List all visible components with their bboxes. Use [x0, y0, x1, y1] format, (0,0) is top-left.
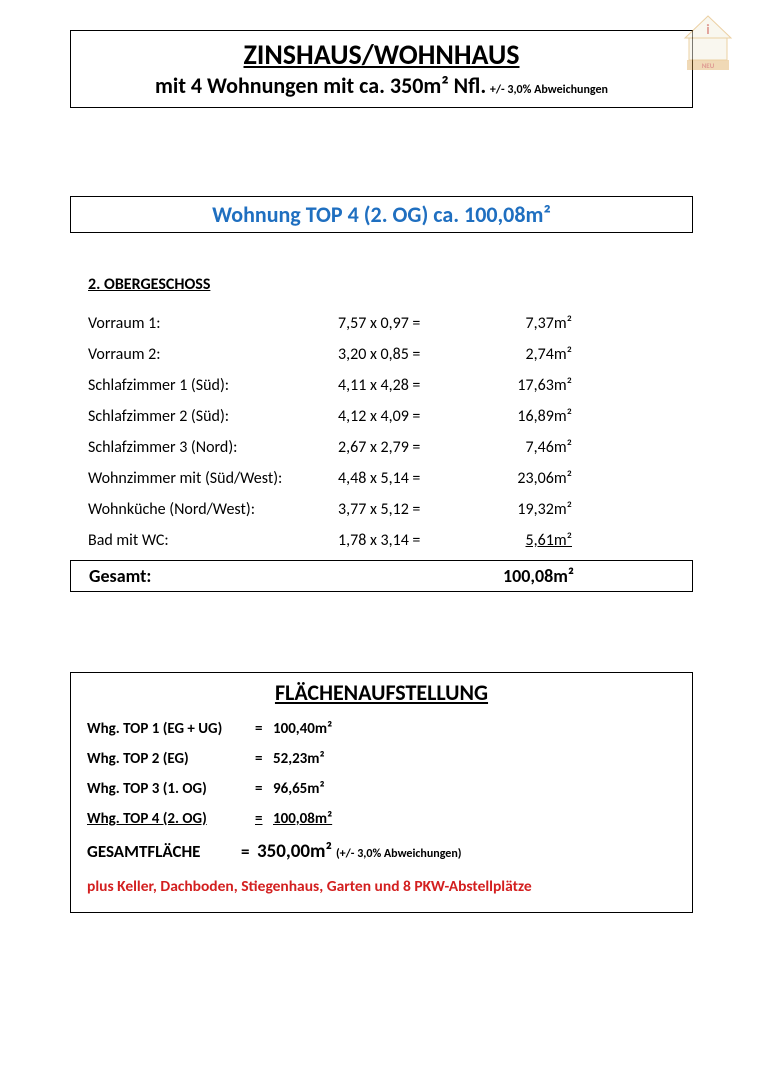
total-value: 100,08m² [464, 565, 574, 587]
header-subtitle-line: mit 4 Wohnungen mit ca. 350m² Nfl. +/- 3… [79, 72, 684, 99]
total-box: Gesamt: 100,08m² [70, 560, 693, 592]
header-subtitle: mit 4 Wohnungen mit ca. 350m² Nfl. [155, 72, 486, 99]
room-area: 5,61m² [488, 531, 578, 550]
summary-eq: = [255, 810, 273, 828]
room-row: Schlafzimmer 2 (Süd): 4,12 x 4,09 = 16,8… [88, 401, 693, 432]
room-calc: 2,67 x 2,79 = [338, 438, 488, 457]
header-box: ZINSHAUS/WOHNHAUS mit 4 Wohnungen mit ca… [70, 30, 693, 108]
summary-label: Whg. TOP 2 (EG) [87, 750, 255, 768]
summary-title: FLÄCHENAUFSTELLUNG [87, 679, 676, 706]
total-label: Gesamt: [89, 565, 339, 587]
summary-label: Whg. TOP 1 (EG + UG) [87, 720, 255, 738]
total-spacer [339, 565, 464, 587]
room-row: Vorraum 1: 7,57 x 0,97 = 7,37m² [88, 308, 693, 339]
brand-logo: i NEU [673, 10, 743, 75]
room-area: 7,37m² [488, 314, 578, 333]
room-name: Vorraum 2: [88, 345, 338, 364]
room-area: 2,74m² [488, 345, 578, 364]
room-calc: 4,11 x 4,28 = [338, 376, 488, 395]
summary-row: Whg. TOP 2 (EG) = 52,23m² [87, 744, 676, 774]
room-row: Vorraum 2: 3,20 x 0,85 = 2,74m² [88, 339, 693, 370]
grand-eq: = [241, 841, 257, 862]
summary-value: 100,08m² [273, 810, 332, 828]
room-calc: 4,48 x 5,14 = [338, 469, 488, 488]
room-name: Schlafzimmer 2 (Süd): [88, 407, 338, 426]
room-calc: 3,77 x 5,12 = [338, 500, 488, 519]
header-title: ZINSHAUS/WOHNHAUS [79, 37, 684, 72]
room-name: Schlafzimmer 1 (Süd): [88, 376, 338, 395]
summary-label: Whg. TOP 4 (2. OG) [87, 810, 255, 828]
section-title: Wohnung TOP 4 (2. OG) ca. 100,08m² [75, 201, 688, 228]
plus-line: plus Keller, Dachboden, Stiegenhaus, Gar… [87, 877, 676, 896]
summary-grand-total: GESAMTFLÄCHE = 350,00m² (+/- 3,0% Abweic… [87, 840, 676, 863]
grand-label: GESAMTFLÄCHE [87, 841, 241, 862]
summary-row: Whg. TOP 1 (EG + UG) = 100,40m² [87, 714, 676, 744]
room-name: Vorraum 1: [88, 314, 338, 333]
summary-value: 96,65m² [273, 780, 325, 798]
room-area: 19,32m² [488, 500, 578, 519]
section-title-box: Wohnung TOP 4 (2. OG) ca. 100,08m² [70, 196, 693, 233]
room-name: Bad mit WC: [88, 531, 338, 550]
svg-text:NEU: NEU [702, 61, 715, 70]
room-area: 17,63m² [488, 376, 578, 395]
summary-eq: = [255, 720, 273, 738]
summary-value: 100,40m² [273, 720, 332, 738]
room-calc: 7,57 x 0,97 = [338, 314, 488, 333]
room-area: 16,89m² [488, 407, 578, 426]
room-row: Wohnzimmer mit (Süd/West): 4,48 x 5,14 =… [88, 463, 693, 494]
room-area: 23,06m² [488, 469, 578, 488]
summary-value: 52,23m² [273, 750, 325, 768]
room-row: Schlafzimmer 3 (Nord): 2,67 x 2,79 = 7,4… [88, 432, 693, 463]
svg-text:i: i [706, 21, 709, 38]
room-area: 7,46m² [488, 438, 578, 457]
summary-row: Whg. TOP 3 (1. OG) = 96,65m² [87, 774, 676, 804]
room-calc: 3,20 x 0,85 = [338, 345, 488, 364]
room-row: Schlafzimmer 1 (Süd): 4,11 x 4,28 = 17,6… [88, 370, 693, 401]
summary-row-current: Whg. TOP 4 (2. OG) = 100,08m² [87, 804, 676, 834]
room-calc: 1,78 x 3,14 = [338, 531, 488, 550]
summary-label: Whg. TOP 3 (1. OG) [87, 780, 255, 798]
room-calc: 4,12 x 4,09 = [338, 407, 488, 426]
room-list: Vorraum 1: 7,57 x 0,97 = 7,37m² Vorraum … [88, 308, 693, 556]
room-name: Schlafzimmer 3 (Nord): [88, 438, 338, 457]
grand-value: 350,00m² [257, 840, 332, 863]
room-name: Wohnküche (Nord/West): [88, 500, 338, 519]
summary-eq: = [255, 780, 273, 798]
grand-note: (+/- 3,0% Abweichungen) [336, 847, 462, 861]
summary-eq: = [255, 750, 273, 768]
floor-label: 2. OBERGESCHOSS [88, 275, 693, 294]
header-note: +/- 3,0% Abweichungen [490, 83, 608, 97]
summary-box: FLÄCHENAUFSTELLUNG Whg. TOP 1 (EG + UG) … [70, 672, 693, 913]
room-name: Wohnzimmer mit (Süd/West): [88, 469, 338, 488]
room-row: Bad mit WC: 1,78 x 3,14 = 5,61m² [88, 525, 693, 556]
room-row: Wohnküche (Nord/West): 3,77 x 5,12 = 19,… [88, 494, 693, 525]
